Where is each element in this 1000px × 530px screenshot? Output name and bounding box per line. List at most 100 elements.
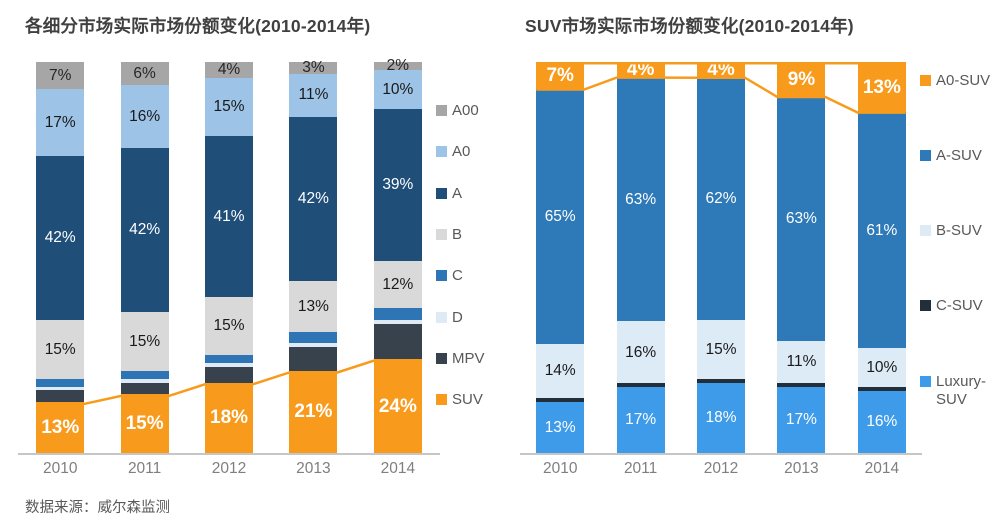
segment-a: 39%	[373, 108, 422, 262]
segment-a00: 4%	[205, 62, 254, 78]
legend-item-b: B	[436, 226, 496, 245]
data-label: 42%	[129, 221, 161, 239]
data-label: 13%	[297, 297, 329, 315]
data-label: 63%	[785, 210, 817, 228]
segment-b: 15%	[120, 312, 169, 371]
data-label: 16%	[625, 343, 657, 361]
segment-suv: 15%	[120, 394, 169, 453]
x-axis-left: 2010 2011 2012 2013 2014	[18, 460, 440, 478]
legend-item-luxury-suv: Luxury-SUV	[920, 373, 996, 411]
legend-label: D	[452, 308, 463, 326]
data-label: 15%	[213, 317, 245, 335]
segment-b: 15%	[205, 296, 254, 356]
bar-slot-2013: 9% 63% 11% 17%	[761, 62, 841, 453]
segment-c-suv	[697, 378, 746, 383]
segment-a-suv: 61%	[857, 112, 906, 349]
stacked-bar-2013: 9% 63% 11% 17%	[777, 62, 826, 453]
segment-d	[373, 320, 422, 324]
bar-slot-2013: 3% 11% 42% 13% 21%	[271, 60, 355, 453]
data-label: 11%	[786, 353, 817, 371]
segment-c	[373, 308, 422, 321]
legend-item-a00: A00	[436, 102, 496, 121]
segment-b-suv: 11%	[777, 340, 826, 384]
segment-a0-suv: 4%	[616, 60, 665, 79]
legend-swatch-icon	[920, 375, 931, 387]
x-tick-2013: 2013	[296, 460, 331, 477]
segment-a-suv: 63%	[777, 96, 826, 341]
x-tick-2010: 2010	[42, 460, 78, 477]
segment-a0-suv: 4%	[697, 60, 746, 79]
segment-suv: 21%	[289, 370, 338, 453]
plot-area-left: 7% 17% 42% 15% 13% 6% 16% 42% 15% 15% 4% 15% 41% 15% 1…	[18, 58, 440, 455]
segment-b-suv: 14%	[536, 343, 585, 399]
segment-a: 42%	[36, 155, 85, 321]
segment-a0-suv: 13%	[857, 62, 906, 113]
data-label: 39%	[382, 176, 414, 194]
legend-label: A	[452, 184, 463, 202]
data-label: 13%	[41, 417, 80, 439]
x-tick-2013: 2013	[784, 460, 819, 477]
data-label: 7%	[546, 65, 574, 87]
data-label: 15%	[44, 340, 76, 358]
legend-swatch-icon	[436, 187, 447, 199]
segment-a-suv: 63%	[616, 77, 665, 322]
segment-b-suv: 10%	[857, 348, 906, 388]
segment-a-suv: 65%	[536, 89, 585, 344]
legend-item-suv: SUV	[436, 391, 496, 410]
legend-label: C-SUV	[936, 297, 983, 315]
segment-suv: 13%	[36, 402, 85, 453]
data-label: 21%	[294, 401, 333, 423]
segment-a00: 2%	[373, 58, 422, 73]
segment-a0: 17%	[36, 89, 85, 156]
legend-swatch-icon	[436, 228, 447, 240]
data-label: 42%	[44, 229, 76, 247]
segment-c	[205, 355, 254, 364]
stacked-bar-2014: 13% 61% 10% 16%	[857, 62, 906, 453]
data-label: 15%	[125, 413, 164, 435]
segment-luxury-suv: 16%	[857, 391, 906, 453]
data-label: 7%	[49, 66, 72, 84]
segment-mpv	[373, 323, 422, 360]
legend-item-c: C	[436, 267, 496, 286]
segment-luxury-suv: 17%	[777, 387, 826, 453]
segment-share-chart: 各细分市场实际市场份额变化(2010-2014年) 7% 17% 42% 15% 13%…	[18, 16, 496, 478]
data-label: 2%	[386, 57, 410, 75]
segment-d	[289, 343, 338, 348]
legend-swatch-icon	[920, 150, 931, 162]
legend-item-d: D	[436, 309, 496, 328]
data-label: 61%	[866, 221, 898, 239]
x-tick-2014: 2014	[864, 460, 900, 477]
bar-slot-2010: 7% 17% 42% 15% 13%	[18, 62, 102, 453]
segment-b: 15%	[36, 320, 85, 379]
x-tick-2010: 2010	[542, 460, 578, 477]
stacked-bar-2010: 7% 17% 42% 15% 13%	[36, 62, 85, 453]
data-label: 18%	[210, 407, 249, 429]
legend-label: MPV	[452, 349, 485, 367]
segment-a: 42%	[289, 116, 338, 281]
stacked-bar-2014: 2% 10% 39% 12% 24%	[373, 58, 422, 453]
data-label: 16%	[129, 107, 161, 125]
legend-label: A0-SUV	[936, 72, 991, 89]
bar-slot-2011: 4% 63% 16% 17%	[600, 60, 680, 453]
legend-label: B	[452, 225, 463, 243]
segment-c-suv	[616, 383, 665, 388]
data-label: 65%	[544, 207, 576, 225]
legend-item-c-suv: C-SUV	[920, 297, 996, 316]
bar-slot-2014: 2% 10% 39% 12% 24%	[356, 58, 440, 453]
bar-slot-2012: 4% 15% 41% 15% 18%	[187, 62, 271, 453]
x-tick-2011: 2011	[127, 460, 162, 477]
segment-c-suv	[536, 398, 585, 403]
data-label: 18%	[705, 409, 737, 427]
data-label: 10%	[866, 359, 898, 377]
legend-right: A0-SUV A-SUV B-SUV C-SUV Luxury-SUV	[920, 72, 996, 410]
stacked-bar-2012: 4% 15% 41% 15% 18%	[205, 62, 254, 453]
bar-slot-2011: 6% 16% 42% 15% 15%	[102, 62, 186, 453]
legend-left: A00 A0 A B C D MPV SUV	[436, 102, 496, 410]
data-label: 16%	[866, 413, 898, 431]
segment-a00: 7%	[36, 62, 85, 90]
data-source-note: 数据来源：威尔森监测	[25, 500, 170, 516]
segment-a0-suv: 9%	[777, 62, 826, 97]
segment-c	[120, 370, 169, 379]
data-label: 10%	[382, 80, 414, 98]
data-label: 24%	[378, 395, 417, 417]
